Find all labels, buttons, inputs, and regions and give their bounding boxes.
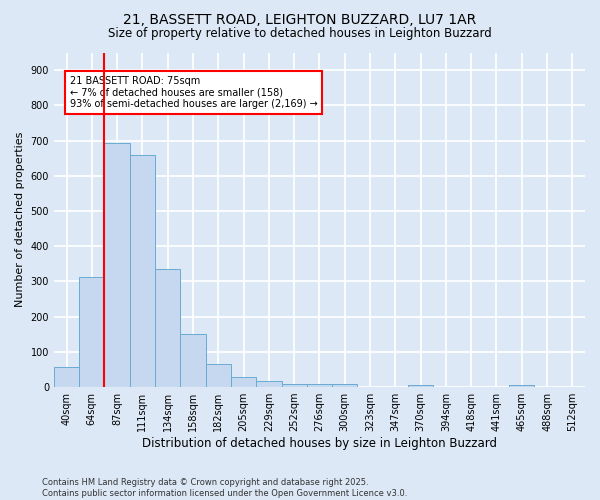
Bar	[281, 384, 307, 387]
Bar	[206, 364, 231, 387]
Y-axis label: Number of detached properties: Number of detached properties	[15, 132, 25, 308]
Bar	[130, 156, 155, 387]
Text: Contains HM Land Registry data © Crown copyright and database right 2025.
Contai: Contains HM Land Registry data © Crown c…	[42, 478, 407, 498]
Text: 21, BASSETT ROAD, LEIGHTON BUZZARD, LU7 1AR: 21, BASSETT ROAD, LEIGHTON BUZZARD, LU7 …	[124, 12, 476, 26]
Bar	[231, 376, 256, 387]
Bar	[408, 386, 433, 387]
Bar	[509, 386, 535, 387]
Bar	[54, 366, 79, 387]
X-axis label: Distribution of detached houses by size in Leighton Buzzard: Distribution of detached houses by size …	[142, 437, 497, 450]
Bar	[155, 269, 181, 387]
Text: Size of property relative to detached houses in Leighton Buzzard: Size of property relative to detached ho…	[108, 28, 492, 40]
Bar	[104, 143, 130, 387]
Bar	[332, 384, 358, 387]
Bar	[307, 384, 332, 387]
Text: 21 BASSETT ROAD: 75sqm
← 7% of detached houses are smaller (158)
93% of semi-det: 21 BASSETT ROAD: 75sqm ← 7% of detached …	[70, 76, 317, 109]
Bar	[256, 380, 281, 387]
Bar	[79, 277, 104, 387]
Bar	[181, 334, 206, 387]
